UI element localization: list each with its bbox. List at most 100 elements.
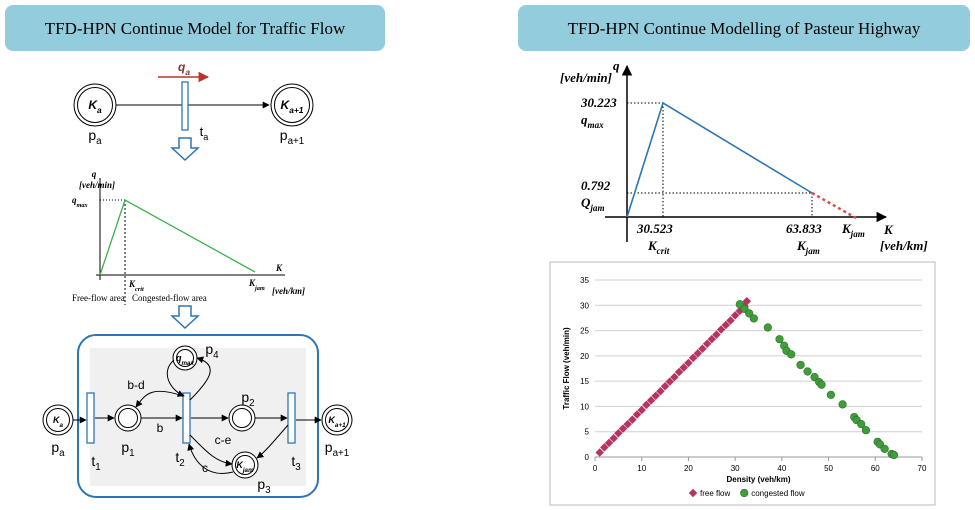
arc <box>166 359 185 397</box>
label-sub: a <box>97 105 102 115</box>
place-inner <box>46 408 70 432</box>
legend-swatch <box>688 488 698 498</box>
label: qa <box>178 60 190 77</box>
point <box>775 335 784 344</box>
label: p4 <box>205 341 219 361</box>
header-box <box>5 5 385 51</box>
arc <box>187 443 234 474</box>
label: t1 <box>91 453 100 473</box>
label-sub: crit <box>135 286 144 293</box>
label: Congested-flow area <box>132 293 207 303</box>
flow-curve <box>626 101 813 218</box>
label-sub: 2 <box>179 458 184 469</box>
legend-label: free flow <box>700 489 730 498</box>
label-main: p <box>121 439 129 455</box>
label-sub: max <box>588 120 605 130</box>
label-sub: jam <box>242 467 254 474</box>
label-main: p <box>257 476 265 492</box>
place-inner <box>118 408 138 428</box>
label-sub: a+1 <box>288 136 305 147</box>
point <box>763 323 772 332</box>
arc <box>256 424 289 459</box>
label: ta <box>200 124 210 142</box>
label: [veh/km] <box>880 238 928 253</box>
label-main: q <box>176 353 182 363</box>
header-title: TFD-HPN Continue Modelling of Pasteur Hi… <box>568 19 921 38</box>
point <box>880 444 889 454</box>
point <box>707 334 717 344</box>
label: p1 <box>121 439 134 459</box>
label-sub: 4 <box>213 350 219 361</box>
label: [veh/min] <box>79 180 115 190</box>
label-main: q <box>581 112 588 127</box>
label: pa <box>51 439 65 459</box>
label-main: K <box>128 279 136 289</box>
label: Ka+1 <box>281 98 304 115</box>
label: p2 <box>241 389 254 409</box>
label-sub: jam <box>849 229 865 239</box>
y-tick-label: 20 <box>580 352 589 361</box>
point <box>716 325 726 334</box>
label: Ka+1 <box>328 415 346 429</box>
point <box>609 434 618 443</box>
label: t3 <box>291 453 301 473</box>
label-main: K <box>647 238 658 253</box>
y-tick-label: 10 <box>580 402 589 411</box>
point <box>698 344 707 354</box>
point <box>637 405 646 415</box>
label-main: Q <box>581 195 591 210</box>
place-inner <box>77 87 113 123</box>
label-sub: a <box>59 448 65 459</box>
label-main: K <box>248 278 256 288</box>
point <box>688 353 698 363</box>
point <box>628 415 637 424</box>
y-tick-label: 15 <box>580 377 589 386</box>
label-sub: 2 <box>249 398 254 409</box>
point <box>660 381 670 391</box>
place-inner <box>176 349 194 367</box>
point <box>730 311 740 320</box>
label-main: p <box>51 439 59 455</box>
point <box>651 391 660 401</box>
label-main: K <box>281 98 291 112</box>
label-main: K <box>236 460 244 470</box>
label-sub: a <box>203 132 209 142</box>
x-tick-label: 10 <box>637 464 646 473</box>
header-title: TFD-HPN Continue Model for Traffic Flow <box>45 19 346 38</box>
transition <box>182 392 191 444</box>
place-inner <box>232 408 252 428</box>
label-sub: a <box>96 136 102 147</box>
transition <box>86 392 95 444</box>
label: b <box>157 421 164 435</box>
header-box <box>518 5 970 51</box>
point <box>857 420 866 429</box>
label-main: p <box>241 389 249 405</box>
label: Kjam <box>796 238 820 256</box>
legend-swatch <box>740 488 749 498</box>
point <box>787 350 796 359</box>
point <box>604 438 614 448</box>
label-main: p <box>88 127 96 143</box>
label-main: t <box>200 124 204 139</box>
label: 0.792 <box>581 178 611 193</box>
label-main: p <box>280 127 288 143</box>
point <box>749 314 758 323</box>
point <box>861 426 871 435</box>
y-tick-label: 35 <box>580 276 589 285</box>
label: Ka <box>88 98 102 115</box>
x-tick-label: 70 <box>918 464 927 473</box>
point <box>670 372 679 382</box>
label-main: t <box>291 453 295 469</box>
label-main: K <box>53 415 61 425</box>
down-arrow <box>170 137 200 162</box>
x-tick-label: 40 <box>777 464 786 473</box>
label: pa+1 <box>325 439 349 459</box>
label-sub: a+1 <box>335 422 346 429</box>
y-tick-label: 30 <box>580 301 589 310</box>
point <box>665 377 674 386</box>
flow-curve-jam <box>811 191 857 220</box>
point <box>600 443 609 452</box>
label: Kcrit <box>128 279 144 293</box>
label: c-e <box>215 433 232 447</box>
label-sub: max <box>181 360 194 367</box>
